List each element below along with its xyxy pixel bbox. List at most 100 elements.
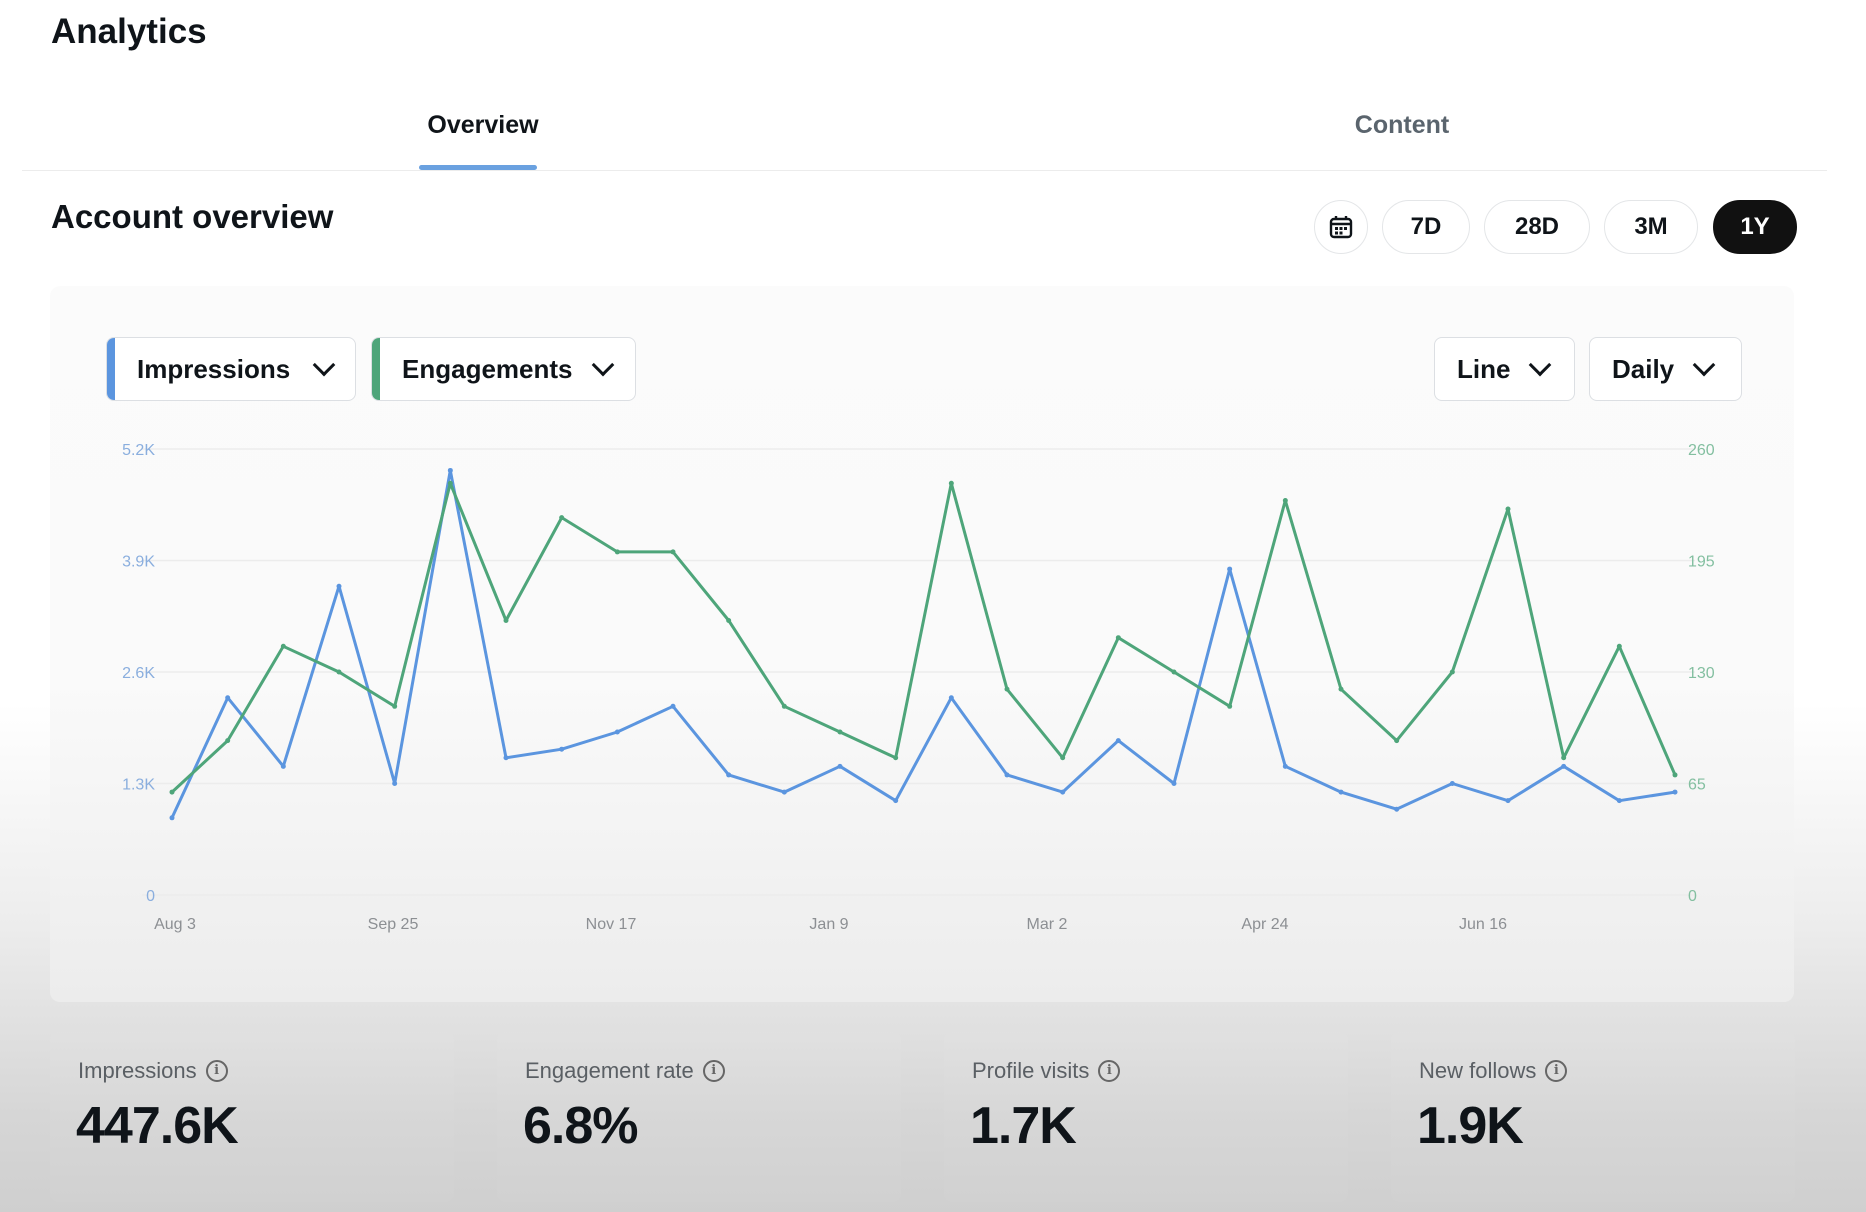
y-left-tick-label: 2.6K [122, 665, 155, 682]
metric-right-label: Engagements [402, 353, 573, 384]
metric-left-dropdown[interactable]: Impressions [106, 337, 356, 401]
tab-content[interactable]: Content [1354, 110, 1450, 139]
granularity-label: Daily [1612, 353, 1675, 384]
impressions-point [1616, 798, 1622, 804]
impressions-point [948, 695, 954, 701]
impressions-point [1338, 789, 1344, 795]
engagements-color-marker [372, 338, 380, 400]
engagements-point [559, 515, 565, 521]
app-title: Analytics [51, 12, 207, 51]
engagements-point [670, 549, 676, 555]
engagements-point [1171, 669, 1177, 675]
impressions-point [837, 763, 843, 769]
range-1y-button[interactable]: 1Y [1713, 200, 1797, 254]
x-tick-label: Jan 9 [809, 916, 848, 933]
info-icon[interactable]: i [1098, 1060, 1121, 1082]
engagements-point [837, 729, 843, 735]
x-tick-label: Apr 24 [1241, 916, 1288, 933]
stat-value: 6.8% [523, 1097, 639, 1155]
impressions-point [225, 695, 231, 701]
engagements-point [1672, 772, 1678, 778]
tab-overview[interactable]: Overview [427, 110, 539, 139]
engagements-point [1394, 738, 1400, 744]
impressions-point [1227, 566, 1233, 572]
stat-value: 1.7K [970, 1097, 1077, 1155]
engagements-point [225, 738, 231, 744]
engagements-point [447, 480, 453, 486]
impressions-point [1115, 738, 1121, 744]
stat-value: 447.6K [76, 1097, 239, 1155]
engagements-point [948, 480, 954, 486]
stat-value: 1.9K [1417, 1097, 1524, 1155]
y-left-tick-label: 1.3K [122, 777, 155, 794]
impressions-point [893, 798, 899, 804]
engagements-point [1060, 755, 1066, 761]
impressions-point [726, 772, 732, 778]
engagements-point [1449, 669, 1455, 675]
impressions-point [447, 467, 453, 473]
section-title: Account overview [51, 198, 334, 235]
impressions-point [1282, 763, 1288, 769]
info-icon[interactable]: i [205, 1060, 228, 1082]
impressions-point [559, 746, 565, 752]
engagements-point [1227, 703, 1233, 709]
impressions-point [1004, 772, 1010, 778]
engagements-point [1115, 635, 1121, 641]
granularity-dropdown[interactable]: Daily [1589, 337, 1742, 401]
chart-type-dropdown[interactable]: Line [1434, 337, 1575, 401]
impressions-color-marker [107, 338, 115, 400]
impressions-series-line [170, 468, 1676, 819]
x-tick-label: Jun 16 [1459, 916, 1507, 933]
stat-label: New follows [1419, 1058, 1537, 1083]
stat-card-new-follows: New follows i 1.9K [1391, 1032, 1795, 1202]
impressions-point [781, 789, 787, 795]
impressions-point [392, 781, 398, 786]
engagements-point [1004, 686, 1010, 692]
x-tick-label: Aug 3 [154, 916, 196, 933]
stat-card-impressions: Impressions i 447.6K [50, 1032, 454, 1202]
impressions-point [280, 763, 286, 769]
engagements-point [1282, 497, 1288, 503]
range-28d-button[interactable]: 28D [1484, 200, 1590, 254]
x-tick-label: Nov 17 [586, 916, 637, 933]
impressions-point [1672, 789, 1678, 795]
metric-right-dropdown[interactable]: Engagements [371, 337, 636, 401]
stat-card-profile-visits: Profile visits i 1.7K [944, 1032, 1348, 1202]
y-left-tick-label: 3.9K [122, 554, 155, 571]
stat-label: Impressions [78, 1058, 197, 1083]
tab-bar: Overview Content [22, 80, 1827, 171]
engagements-point [1505, 506, 1511, 512]
info-icon[interactable]: i [1545, 1060, 1568, 1082]
y-left-tick-label: 0 [146, 888, 155, 905]
engagements-point [1561, 755, 1567, 761]
impressions-point [503, 755, 509, 761]
x-tick-label: Mar 2 [1027, 916, 1068, 933]
range-7d-button[interactable]: 7D [1382, 200, 1470, 254]
info-icon[interactable]: i [702, 1060, 725, 1082]
stat-card-engagement-rate: Engagement rate i 6.8% [497, 1032, 901, 1202]
engagements-point [893, 755, 899, 761]
y-right-tick-label: 0 [1688, 888, 1697, 905]
calendar-button[interactable] [1314, 200, 1368, 254]
engagements-point [503, 618, 509, 624]
y-left-tick-label: 5.2K [122, 442, 155, 459]
y-right-tick-label: 65 [1688, 777, 1706, 794]
engagements-series-line [170, 481, 1677, 794]
impressions-point [169, 815, 175, 821]
y-right-tick-label: 130 [1688, 665, 1715, 682]
range-3m-button[interactable]: 3M [1604, 200, 1698, 254]
impressions-point [614, 729, 620, 735]
stat-label: Engagement rate [525, 1058, 694, 1083]
engagements-point [336, 669, 342, 675]
y-right-tick-label: 260 [1688, 442, 1715, 459]
stat-label: Profile visits [972, 1058, 1090, 1083]
engagements-point [781, 703, 787, 709]
impressions-point [1171, 781, 1177, 786]
engagements-point [726, 618, 732, 624]
impressions-point [336, 583, 342, 589]
engagements-point [169, 789, 175, 795]
engagements-point [1338, 686, 1344, 692]
metric-left-label: Impressions [137, 353, 291, 384]
chart-card [50, 286, 1794, 1002]
